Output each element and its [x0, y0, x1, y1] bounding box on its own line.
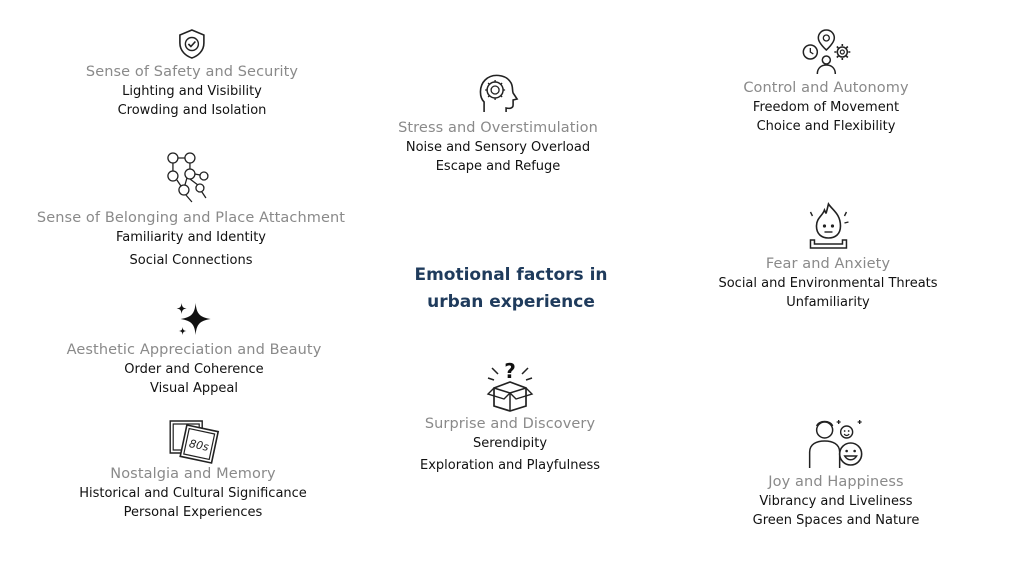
factor-title: Surprise and Discovery	[424, 416, 596, 432]
factor-joy: Joy and Happiness Vibrancy and Livelines…	[752, 414, 920, 530]
factor-title: Stress and Overstimulation	[398, 120, 598, 136]
factor-item: Social Connections	[129, 253, 253, 268]
center-title-line-1: Emotional factors in	[414, 265, 608, 285]
factor-title: Joy and Happiness	[768, 474, 904, 490]
factor-item: Vibrancy and Liveliness	[759, 494, 913, 509]
factor-title: Fear and Anxiety	[765, 256, 891, 272]
factor-title: Control and Autonomy	[743, 80, 909, 96]
factor-item: Personal Experiences	[123, 505, 263, 520]
factor-stress: Stress and Overstimulation Noise and Sen…	[398, 72, 598, 176]
factor-item: Noise and Sensory Overload	[405, 140, 591, 155]
photo-frames-icon: 80s	[167, 418, 219, 462]
factor-item: Social and Environmental Threats	[718, 276, 938, 291]
factor-item: Historical and Cultural Significance	[79, 486, 307, 501]
factor-title: Nostalgia and Memory	[110, 466, 276, 482]
factor-belonging: Sense of Belonging and Place Attachment …	[37, 150, 345, 270]
factor-item: Green Spaces and Nature	[752, 513, 920, 528]
factor-item: Freedom of Movement	[752, 100, 900, 115]
factor-item: Order and Coherence	[124, 362, 264, 377]
factor-title: Aesthetic Appreciation and Beauty	[66, 342, 322, 358]
factor-aesthetic: Aesthetic Appreciation and Beauty Order …	[67, 300, 322, 398]
factor-item: Familiarity and Identity	[115, 230, 267, 245]
center-title-line-2: urban experience	[427, 292, 595, 312]
diagram-center-title: Emotional factors in urban experience	[414, 262, 607, 316]
svg-text:?: ?	[504, 359, 516, 383]
factor-item: Escape and Refuge	[435, 159, 561, 174]
factor-control: Control and Autonomy Freedom of Movement…	[743, 28, 909, 136]
factor-surprise: ? Surprise and Discovery Serendipity Exp…	[420, 359, 600, 475]
person-gears-icon	[799, 28, 850, 76]
flame-person-icon	[802, 200, 854, 252]
factor-item: Exploration and Playfulness	[420, 458, 600, 473]
sparkle-icon	[176, 303, 211, 335]
factor-item: Unfamiliarity	[786, 295, 870, 310]
network-nodes-icon	[164, 150, 218, 206]
head-brain-icon	[476, 72, 520, 116]
factor-item: Visual Appeal	[150, 381, 238, 396]
factor-item: Crowding and Isolation	[117, 103, 267, 118]
factor-item: Serendipity	[472, 436, 548, 451]
factor-title: Sense of Belonging and Place Attachment	[36, 210, 346, 226]
shield-check-icon	[177, 28, 207, 60]
photo-badge-text: 80s	[188, 437, 210, 454]
factor-fear: Fear and Anxiety Social and Environmenta…	[718, 200, 938, 312]
factor-item: Choice and Flexibility	[756, 119, 896, 134]
factor-title: Sense of Safety and Security	[85, 64, 299, 80]
factor-nostalgia: 80s Nostalgia and Memory Historical and …	[79, 418, 307, 522]
surprise-box-icon: ?	[482, 359, 538, 412]
factor-safety: Sense of Safety and Security Lighting an…	[86, 28, 298, 120]
happy-faces-icon	[805, 420, 867, 470]
factor-item: Lighting and Visibility	[122, 84, 262, 99]
